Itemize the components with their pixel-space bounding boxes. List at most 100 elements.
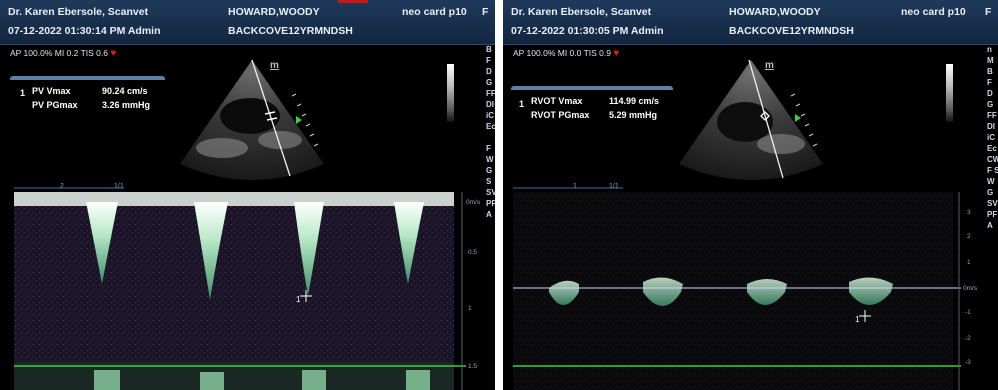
spectral-doppler-trace: 1 0m/s 0.5 1 1.5 bbox=[14, 192, 481, 390]
velocity-waveforms bbox=[549, 277, 893, 306]
side-panel-letter: n bbox=[987, 45, 992, 54]
timeline-ruler: 1 1/1 bbox=[513, 183, 623, 190]
timeline-label: 2 bbox=[60, 183, 64, 190]
side-panel-letter: F S bbox=[987, 166, 998, 175]
measurement-value: 5.29 mmHg bbox=[609, 110, 658, 120]
side-panel-letters: B F D G FF DI iC Ec F W G S SV PF A bbox=[486, 44, 495, 220]
measurement-value: 90.24 cm/s bbox=[102, 86, 148, 96]
sample-gate-cursor[interactable] bbox=[264, 111, 276, 115]
measurement-label: RVOT Vmax bbox=[531, 96, 583, 106]
timeline-ruler: 2 1/1 bbox=[14, 183, 124, 190]
side-panel-letters: n M B F D G FF DI iC Ec CW F S W G SV PF A bbox=[987, 44, 998, 231]
heart-icon: ♥ bbox=[613, 48, 620, 59]
probe-orientation-marker bbox=[795, 114, 801, 122]
probe-edge: F bbox=[482, 6, 489, 18]
patient-name: HOWARD,WOODY bbox=[228, 6, 320, 18]
measurement-box: 1 PV Vmax 90.24 cm/s PV PGmax 3.26 mmHg bbox=[10, 76, 165, 118]
velocity-scale-label: 1 bbox=[967, 259, 971, 266]
exam-datetime: 07-12-2022 01:30:14 PM Admin bbox=[8, 25, 161, 37]
red-indicator bbox=[338, 0, 368, 3]
velocity-scale-label: 0.5 bbox=[468, 249, 477, 256]
exam-datetime: 07-12-2022 01:30:05 PM Admin bbox=[511, 25, 664, 37]
side-panel-letter: W bbox=[486, 155, 494, 164]
acoustic-params: AP 100.0% MI 0.2 TIS 0.6 ♥ bbox=[10, 48, 116, 59]
side-panel-letter: F bbox=[486, 144, 491, 153]
velocity-scale-label: 1.5 bbox=[468, 363, 477, 370]
spectral-doppler-trace: 1 3 2 1 0m/s -1 -2 -3 bbox=[513, 192, 978, 390]
velocity-scale-label: 2 bbox=[967, 233, 971, 240]
cursor-label: 1 bbox=[855, 315, 860, 324]
side-panel-letter bbox=[486, 132, 495, 143]
probe-name: neo card p10 bbox=[402, 6, 467, 18]
grayscale-bar bbox=[946, 64, 953, 122]
side-panel-letter: CW bbox=[987, 155, 998, 164]
side-panel-letter: Ec bbox=[486, 122, 495, 131]
side-panel-letter: B bbox=[486, 45, 492, 54]
velocity-scale-label: -3 bbox=[965, 359, 971, 366]
side-panel-letter: F bbox=[486, 56, 491, 65]
probe-orientation-marker bbox=[296, 116, 302, 124]
acoustic-params-text: AP 100.0% MI 0.2 TIS 0.6 bbox=[10, 48, 108, 58]
timeline-label: 1 bbox=[573, 183, 577, 190]
side-panel-letter: G bbox=[987, 100, 994, 109]
study-id: BACKCOVE12YRMNDSH bbox=[228, 25, 353, 37]
acoustic-params-text: AP 100.0% MI 0.0 TIS 0.9 bbox=[513, 48, 611, 58]
sample-gate-cursor[interactable] bbox=[859, 310, 871, 322]
echo-sector-image bbox=[679, 59, 823, 180]
side-panel-letter: Ec bbox=[987, 144, 997, 153]
timeline-label: 1/1 bbox=[609, 183, 619, 190]
m-logo: m bbox=[270, 60, 279, 71]
side-panel-letter: D bbox=[987, 89, 993, 98]
side-panel-letter: G bbox=[987, 188, 994, 197]
patient-header: Dr. Karen Ebersole, Scanvet HOWARD,WOODY… bbox=[0, 0, 495, 45]
velocity-scale-label: -1 bbox=[965, 309, 971, 316]
side-panel-letter: SV bbox=[987, 199, 998, 208]
probe-name: neo card p10 bbox=[901, 6, 966, 18]
patient-name: HOWARD,WOODY bbox=[729, 6, 821, 18]
side-panel-letter: FF bbox=[987, 111, 997, 120]
spectral-background bbox=[14, 192, 454, 390]
measurement-value: 114.99 cm/s bbox=[609, 96, 660, 106]
cursor-label: 1 bbox=[296, 295, 301, 304]
velocity-scale-label: -2 bbox=[965, 335, 971, 342]
side-panel-letter: FF bbox=[486, 89, 495, 98]
side-panel-letter: D bbox=[486, 67, 492, 76]
study-id: BACKCOVE12YRMNDSH bbox=[729, 25, 854, 37]
measurement-index: 1 bbox=[519, 99, 525, 109]
velocity-scale-label: 3 bbox=[967, 209, 971, 216]
side-panel-letter: DI bbox=[486, 100, 494, 109]
operator-name: Dr. Karen Ebersole, Scanvet bbox=[8, 6, 149, 18]
side-panel-letter: SV bbox=[486, 188, 495, 197]
heart-icon: ♥ bbox=[110, 48, 117, 59]
echo-sector-image bbox=[180, 59, 324, 180]
side-panel-letter: G bbox=[486, 78, 493, 87]
velocity-scale-label: 0m/s bbox=[963, 285, 978, 292]
side-panel-letter: DI bbox=[987, 122, 995, 131]
measurement-label: RVOT PGmax bbox=[531, 110, 590, 120]
grayscale-bar bbox=[447, 64, 454, 122]
side-panel-letter: S bbox=[486, 177, 492, 186]
doppler-cursor-line[interactable] bbox=[251, 59, 291, 177]
ultrasound-panel-left: Dr. Karen Ebersole, Scanvet HOWARD,WOODY… bbox=[0, 0, 495, 390]
ultrasound-panel-right: Dr. Karen Ebersole, Scanvet HOWARD,WOODY… bbox=[503, 0, 998, 390]
side-panel-letter: M bbox=[987, 56, 994, 65]
sample-gate-cursor[interactable] bbox=[760, 111, 770, 121]
measurement-box: 1 RVOT Vmax 114.99 cm/s RVOT PGmax 5.29 … bbox=[511, 86, 673, 128]
side-panel-letter: A bbox=[987, 221, 993, 230]
side-panel-letter: B bbox=[987, 67, 993, 76]
side-panel-letter: G bbox=[486, 166, 493, 175]
measurement-label: PV PGmax bbox=[32, 100, 78, 110]
m-logo: m bbox=[765, 60, 774, 71]
side-panel-letter: iC bbox=[486, 111, 494, 120]
velocity-waveforms bbox=[86, 202, 424, 300]
operator-name: Dr. Karen Ebersole, Scanvet bbox=[511, 6, 652, 18]
acoustic-params: AP 100.0% MI 0.0 TIS 0.9 ♥ bbox=[513, 48, 619, 59]
side-panel-letter: F bbox=[987, 78, 992, 87]
patient-header: Dr. Karen Ebersole, Scanvet HOWARD,WOODY… bbox=[503, 0, 998, 45]
side-panel-letter: A bbox=[486, 210, 492, 219]
measurement-index: 1 bbox=[20, 88, 26, 98]
velocity-scale-label: 1 bbox=[468, 305, 472, 312]
sample-gate-cursor[interactable] bbox=[300, 290, 312, 302]
side-panel-letter: W bbox=[987, 177, 995, 186]
side-panel-letter: iC bbox=[987, 133, 995, 142]
